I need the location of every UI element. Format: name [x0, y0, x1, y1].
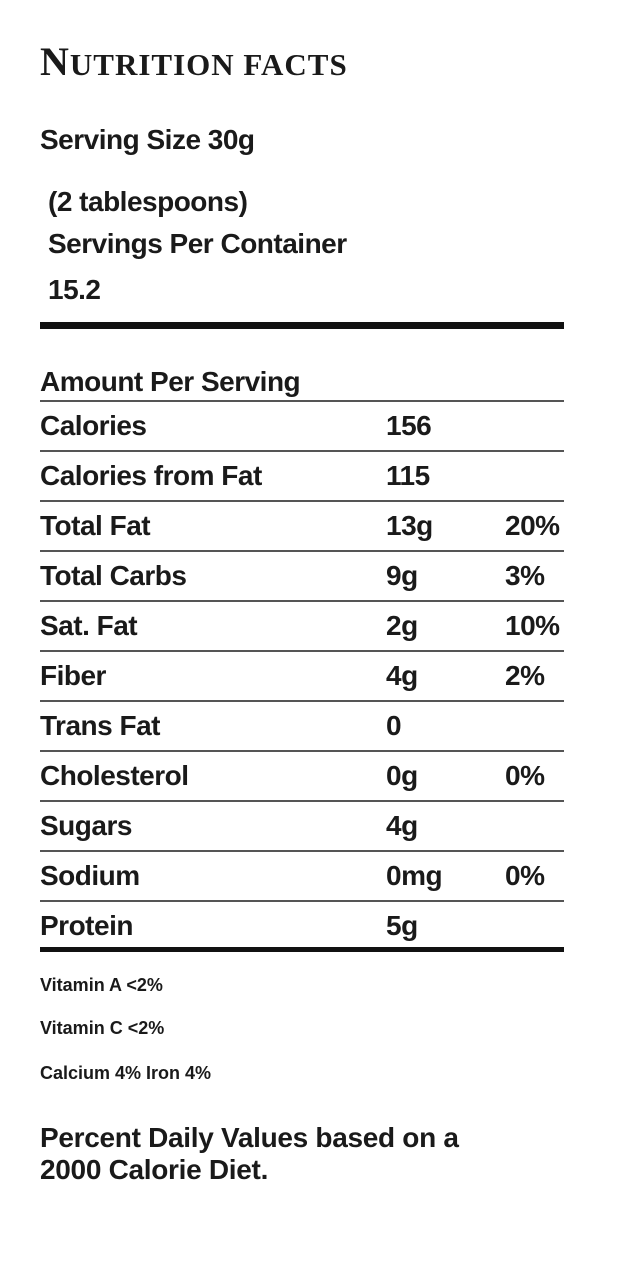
servings-per-container-value: 15.2	[48, 274, 101, 305]
nutrient-amount: 156	[386, 410, 432, 441]
nutrient-name: Fiber	[40, 660, 106, 691]
nutrient-name: Cholesterol	[40, 760, 189, 791]
nutrient-row: Total Fat 13g 20%	[40, 502, 564, 552]
serving-description: (2 tablespoons)	[48, 186, 248, 217]
daily-values-footnote: Percent Daily Values based on a 2000 Cal…	[40, 1122, 459, 1185]
nutrient-row: Cholesterol 0g 0%	[40, 752, 564, 802]
nutrient-name: Trans Fat	[40, 710, 160, 741]
top-divider	[40, 322, 564, 329]
nutrient-row: Calories from Fat 115	[40, 452, 564, 502]
vitamin-c: Vitamin C <2%	[40, 1018, 165, 1038]
title-initial: N	[40, 39, 70, 84]
nutrient-name: Total Fat	[40, 510, 151, 541]
serving-size: Serving Size 30g	[40, 124, 255, 155]
label-title: NUTRITION FACTS	[40, 38, 348, 85]
nutrient-row: Sugars 4g	[40, 802, 564, 852]
nutrient-table: Amount Per Serving Calories 156 Calories f…	[40, 362, 564, 952]
nutrient-name: Sodium	[40, 860, 140, 891]
nutrient-amount: 115	[386, 460, 430, 491]
nutrient-dv: 0%	[505, 760, 545, 791]
nutrient-amount: 5g	[386, 910, 418, 941]
nutrient-row: Fiber 4g 2%	[40, 652, 564, 702]
nutrient-amount: 0mg	[386, 860, 443, 891]
vitamin-a: Vitamin A <2%	[40, 975, 163, 995]
nutrient-amount: 13g	[386, 510, 433, 541]
nutrient-dv: 10%	[505, 610, 560, 641]
nutrient-row: Total Carbs 9g 3%	[40, 552, 564, 602]
nutrient-name: Protein	[40, 910, 133, 941]
nutrient-row: Sat. Fat 2g 10%	[40, 602, 564, 652]
nutrient-name: Calories	[40, 410, 147, 441]
title-rest: UTRITION FACTS	[69, 47, 348, 82]
nutrient-row: Protein 5g	[40, 902, 564, 952]
nutrient-amount: 2g	[386, 610, 418, 641]
nutrient-dv: 2%	[505, 660, 545, 691]
nutrient-name: Calories from Fat	[40, 460, 262, 491]
servings-per-container-label: Servings Per Container	[48, 228, 347, 259]
nutrient-name: Sat. Fat	[40, 610, 138, 641]
calcium-iron: Calcium 4% Iron 4%	[40, 1063, 212, 1083]
nutrient-dv: 20%	[505, 510, 560, 541]
nutrient-amount: 9g	[386, 560, 418, 591]
nutrient-amount: 0	[386, 710, 402, 741]
nutrient-name: Sugars	[40, 810, 132, 841]
nutrient-row: Trans Fat 0	[40, 702, 564, 752]
nutrient-amount: 4g	[386, 660, 418, 691]
nutrient-amount: 4g	[386, 810, 418, 841]
nutrient-dv: 0%	[505, 860, 545, 891]
nutrient-rows: Calories 156 Calories from Fat 115 Total Fat…	[40, 402, 564, 952]
nutrient-amount: 0g	[386, 760, 418, 791]
nutrient-dv: 3%	[505, 560, 545, 591]
nutrient-row: Sodium 0mg 0%	[40, 852, 564, 902]
nutrient-row: Calories 156	[40, 402, 564, 452]
nutrient-name: Total Carbs	[40, 560, 187, 591]
amount-per-serving-heading: Amount Per Serving	[40, 362, 564, 402]
